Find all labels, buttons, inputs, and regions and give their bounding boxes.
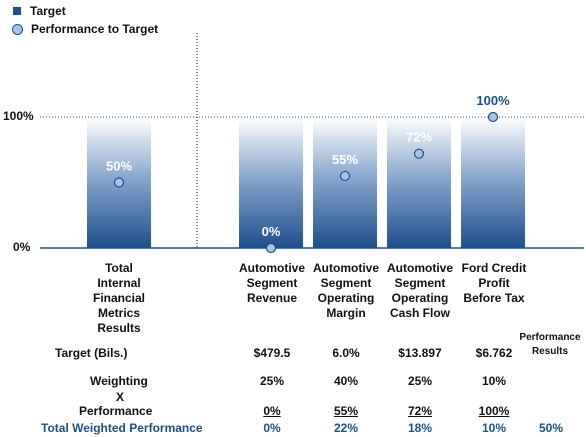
performance-row-label: Performance	[79, 404, 153, 418]
performance-label-ford-credit: 100%	[476, 93, 510, 108]
performance-results-header: Performance Results	[519, 332, 581, 357]
performance-marker-margin	[339, 170, 351, 182]
total-weighted-label: Total Weighted Performance	[41, 421, 203, 435]
multiply-x-label: X	[115, 390, 124, 404]
performance-cell-margin: 55%	[333, 404, 359, 418]
category-label-cashflow: Automotive Segment Operating Cash Flow	[387, 261, 453, 320]
legend-performance-label: Performance to Target	[31, 22, 159, 36]
bars-group	[87, 117, 525, 248]
total-cell-margin: 22%	[333, 421, 359, 435]
weighting-row-label: Weighting	[90, 374, 148, 388]
weighting-cell-margin: 40%	[333, 374, 359, 388]
category-label-margin: Automotive Segment Operating Margin	[313, 261, 379, 320]
target-bar-cashflow	[387, 117, 451, 248]
target-cell-cashflow: $13.897	[398, 346, 442, 360]
total-cell-revenue: 0%	[263, 421, 281, 435]
target-row-label: Target (Bils.)	[55, 346, 128, 360]
performance-marker-revenue	[265, 242, 277, 254]
total-performance-result: 50%	[538, 421, 564, 435]
target-bar-margin	[313, 117, 377, 248]
performance-label-total: 50%	[106, 159, 132, 174]
total-cell-cashflow: 18%	[407, 421, 433, 435]
performance-label-cashflow: 72%	[406, 130, 432, 145]
target-cell-margin: 6.0%	[332, 346, 360, 360]
legend: Target Performance to Target	[12, 2, 158, 38]
performance-marker-ford-credit	[487, 111, 499, 123]
performance-marker-cashflow	[413, 148, 425, 159]
target-cell-revenue: $479.5	[253, 346, 291, 360]
performance-cell-cashflow: 72%	[407, 404, 433, 418]
performance-cell-ford-credit: 100%	[478, 404, 510, 418]
markers-group: 50% 0% 55% 72% 100%	[106, 93, 510, 254]
total-cell-ford-credit: 10%	[481, 421, 507, 435]
performance-circle-icon	[12, 23, 23, 35]
target-square-icon	[13, 7, 21, 15]
legend-target-label: Target	[30, 4, 66, 18]
y-tick-0: 0%	[13, 240, 31, 254]
target-bar-ford-credit	[461, 117, 525, 248]
category-label-total: Total Internal Financial Metrics Results	[92, 261, 145, 335]
weighting-cell-revenue: 25%	[259, 374, 285, 388]
weighting-cell-cashflow: 25%	[407, 374, 433, 388]
legend-item-target: Target	[12, 2, 158, 20]
legend-item-performance: Performance to Target	[12, 20, 158, 38]
performance-label-margin: 55%	[332, 152, 358, 167]
performance-cell-revenue: 0%	[263, 404, 281, 418]
weighting-cell-ford-credit: 10%	[481, 374, 507, 388]
performance-marker-total	[113, 177, 125, 188]
y-tick-100: 100%	[3, 109, 34, 123]
category-label-ford-credit: Ford Credit Profit Before Tax	[461, 261, 527, 305]
category-label-revenue: Automotive Segment Revenue	[239, 261, 305, 305]
target-bar-revenue	[239, 117, 303, 248]
performance-label-revenue: 0%	[262, 224, 281, 239]
target-cell-ford-credit: $6.762	[475, 346, 513, 360]
